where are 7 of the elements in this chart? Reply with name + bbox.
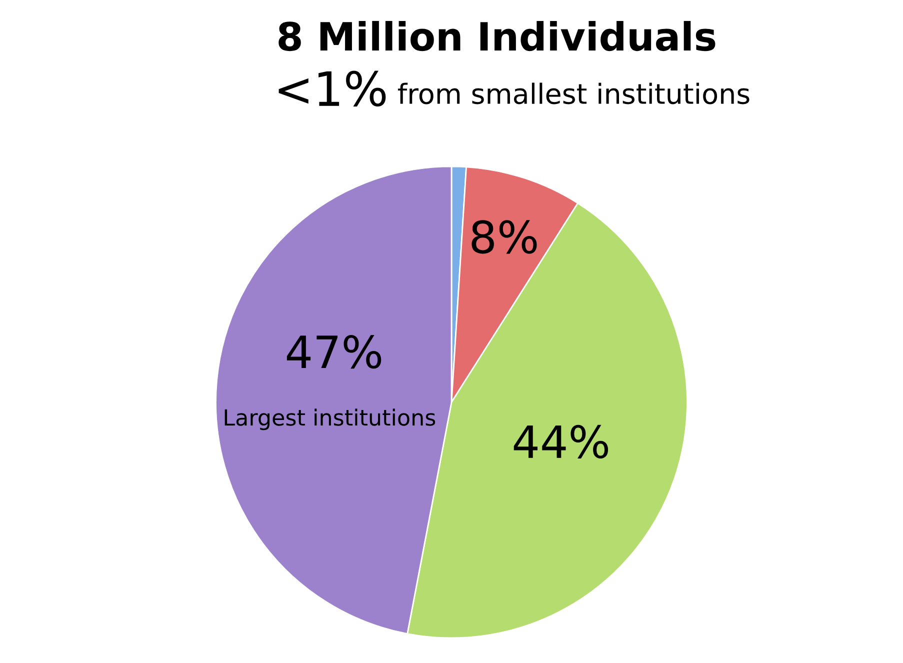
- slice-label: from smallest institutions: [398, 82, 750, 104]
- slice-label: Largest institutions: [224, 408, 436, 430]
- chart-title: 8 Million Individuals: [278, 20, 716, 52]
- data-label: 47%: [286, 335, 382, 369]
- data-label: 8%: [472, 220, 537, 254]
- data-label: <1%: [278, 70, 386, 107]
- data-label: 44%: [514, 424, 608, 459]
